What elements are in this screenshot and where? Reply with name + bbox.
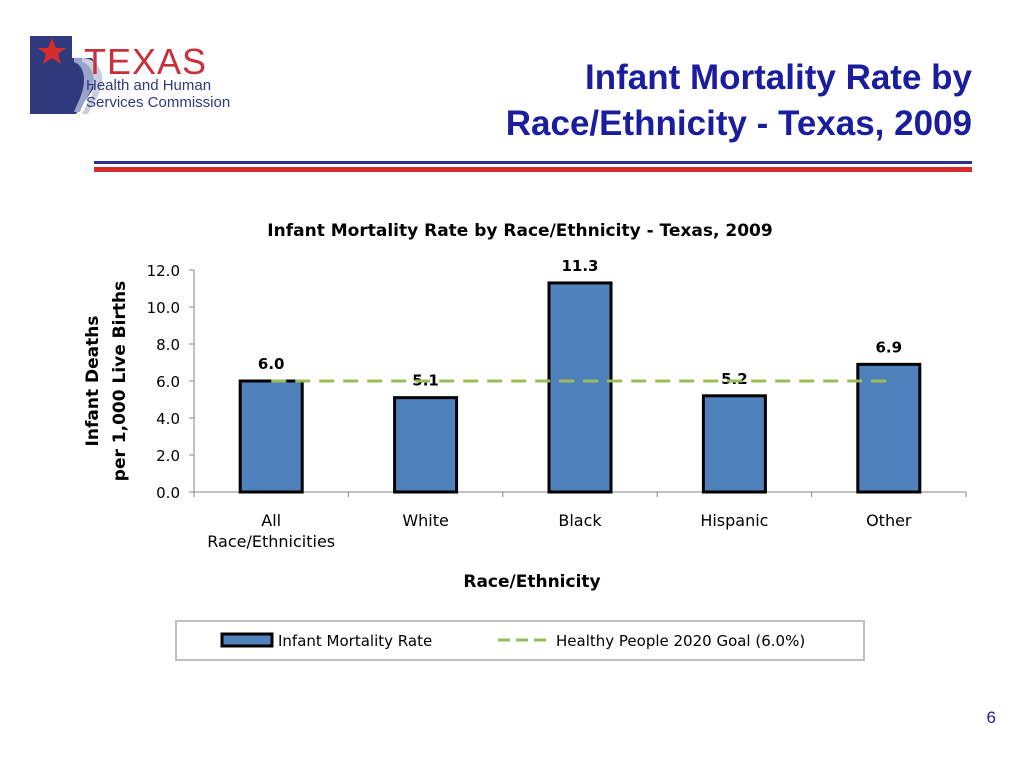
y-tick-label: 12.0 — [147, 262, 180, 280]
chart-title: Infant Mortality Rate by Race/Ethnicity … — [267, 221, 772, 241]
texas-hhsc-logo: TEXAS Health and Human Services Commissi… — [30, 36, 270, 116]
y-axis-title-line1: Infant Deaths — [83, 316, 103, 447]
slide-title-line2: Race/Ethnicity - Texas, 2009 — [505, 104, 972, 143]
x-category-label: Other — [866, 511, 912, 530]
x-category-label: Race/Ethnicities — [207, 532, 335, 551]
y-tick-label: 10.0 — [147, 299, 180, 317]
bar — [701, 394, 767, 494]
legend-swatch-bar — [220, 632, 274, 648]
legend-label-bar: Infant Mortality Rate — [278, 632, 432, 650]
y-tick-label: 0.0 — [156, 484, 180, 502]
bar-value-label: 11.3 — [561, 257, 598, 275]
header-rule-red — [94, 167, 972, 172]
page-number: 6 — [986, 708, 996, 727]
logo-subtitle-line2: Services Commission — [86, 94, 231, 111]
x-category-label: Black — [558, 511, 602, 530]
y-tick-label: 2.0 — [156, 447, 180, 465]
texas-state-logo-icon — [30, 36, 103, 114]
bar-value-label: 5.2 — [721, 370, 748, 388]
y-tick-label: 6.0 — [156, 373, 180, 391]
y-axis-title-line2: per 1,000 Live Births — [110, 281, 130, 481]
x-category-label: All — [261, 511, 281, 530]
bar — [393, 396, 459, 494]
y-tick-label: 8.0 — [156, 336, 180, 354]
bar — [547, 281, 613, 494]
bar-value-label: 6.9 — [876, 338, 903, 356]
legend-label-goal: Healthy People 2020 Goal (6.0%) — [556, 632, 805, 650]
logo-wordmark: TEXAS — [84, 41, 208, 82]
x-category-label: Hispanic — [700, 511, 768, 530]
x-category-label: White — [402, 511, 449, 530]
slide-title: Infant Mortality Rate by Race/Ethnicity … — [352, 55, 972, 147]
bar — [238, 379, 304, 494]
x-axis-title: Race/Ethnicity — [463, 572, 600, 592]
slide-title-line1: Infant Mortality Rate by — [585, 58, 972, 97]
y-tick-label: 4.0 — [156, 410, 180, 428]
header-rule-blue — [94, 161, 972, 164]
bar-value-label: 6.0 — [258, 355, 285, 373]
logo-subtitle-line1: Health and Human — [86, 77, 212, 94]
bar — [856, 362, 922, 494]
